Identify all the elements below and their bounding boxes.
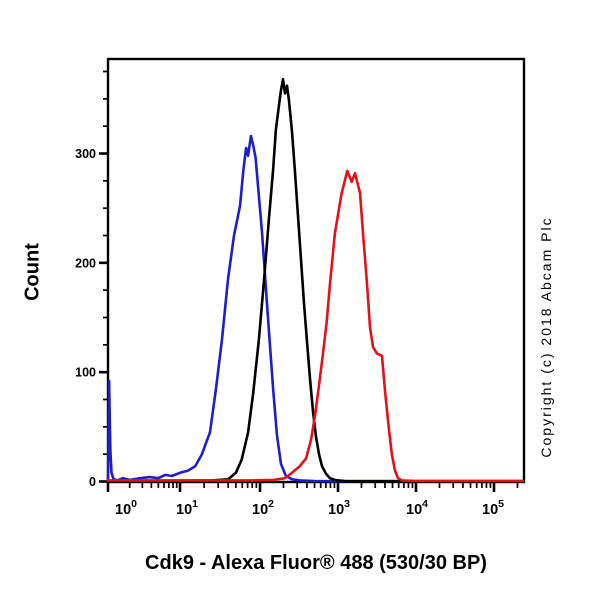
black-curve: [106, 77, 525, 483]
y-tick-label: 200: [75, 256, 96, 270]
copyright-text: Copyright (c) 2018 Abcam Plc: [538, 216, 554, 458]
x-axis: 100 101 102 103 104 105: [106, 483, 519, 518]
x-tick-label: 104: [406, 498, 428, 518]
y-tick-label: 0: [89, 475, 96, 489]
plot-frame: [106, 57, 526, 484]
x-tick-label: 101: [176, 498, 198, 518]
x-tick-label: 103: [328, 498, 350, 518]
y-tick-label: 300: [75, 147, 96, 161]
x-tick-label: 100: [115, 498, 137, 518]
chart-title: Cdk9 - Alexa Fluor® 488 (530/30 BP): [145, 552, 487, 574]
y-axis-label: Count: [21, 243, 44, 301]
red-curve: [106, 169, 525, 483]
x-tick-label: 105: [482, 498, 504, 518]
y-tick-label: 100: [75, 366, 96, 380]
y-axis: 0 100 200 300: [75, 70, 107, 489]
x-tick-label: 102: [252, 498, 274, 518]
curves: [106, 77, 525, 483]
